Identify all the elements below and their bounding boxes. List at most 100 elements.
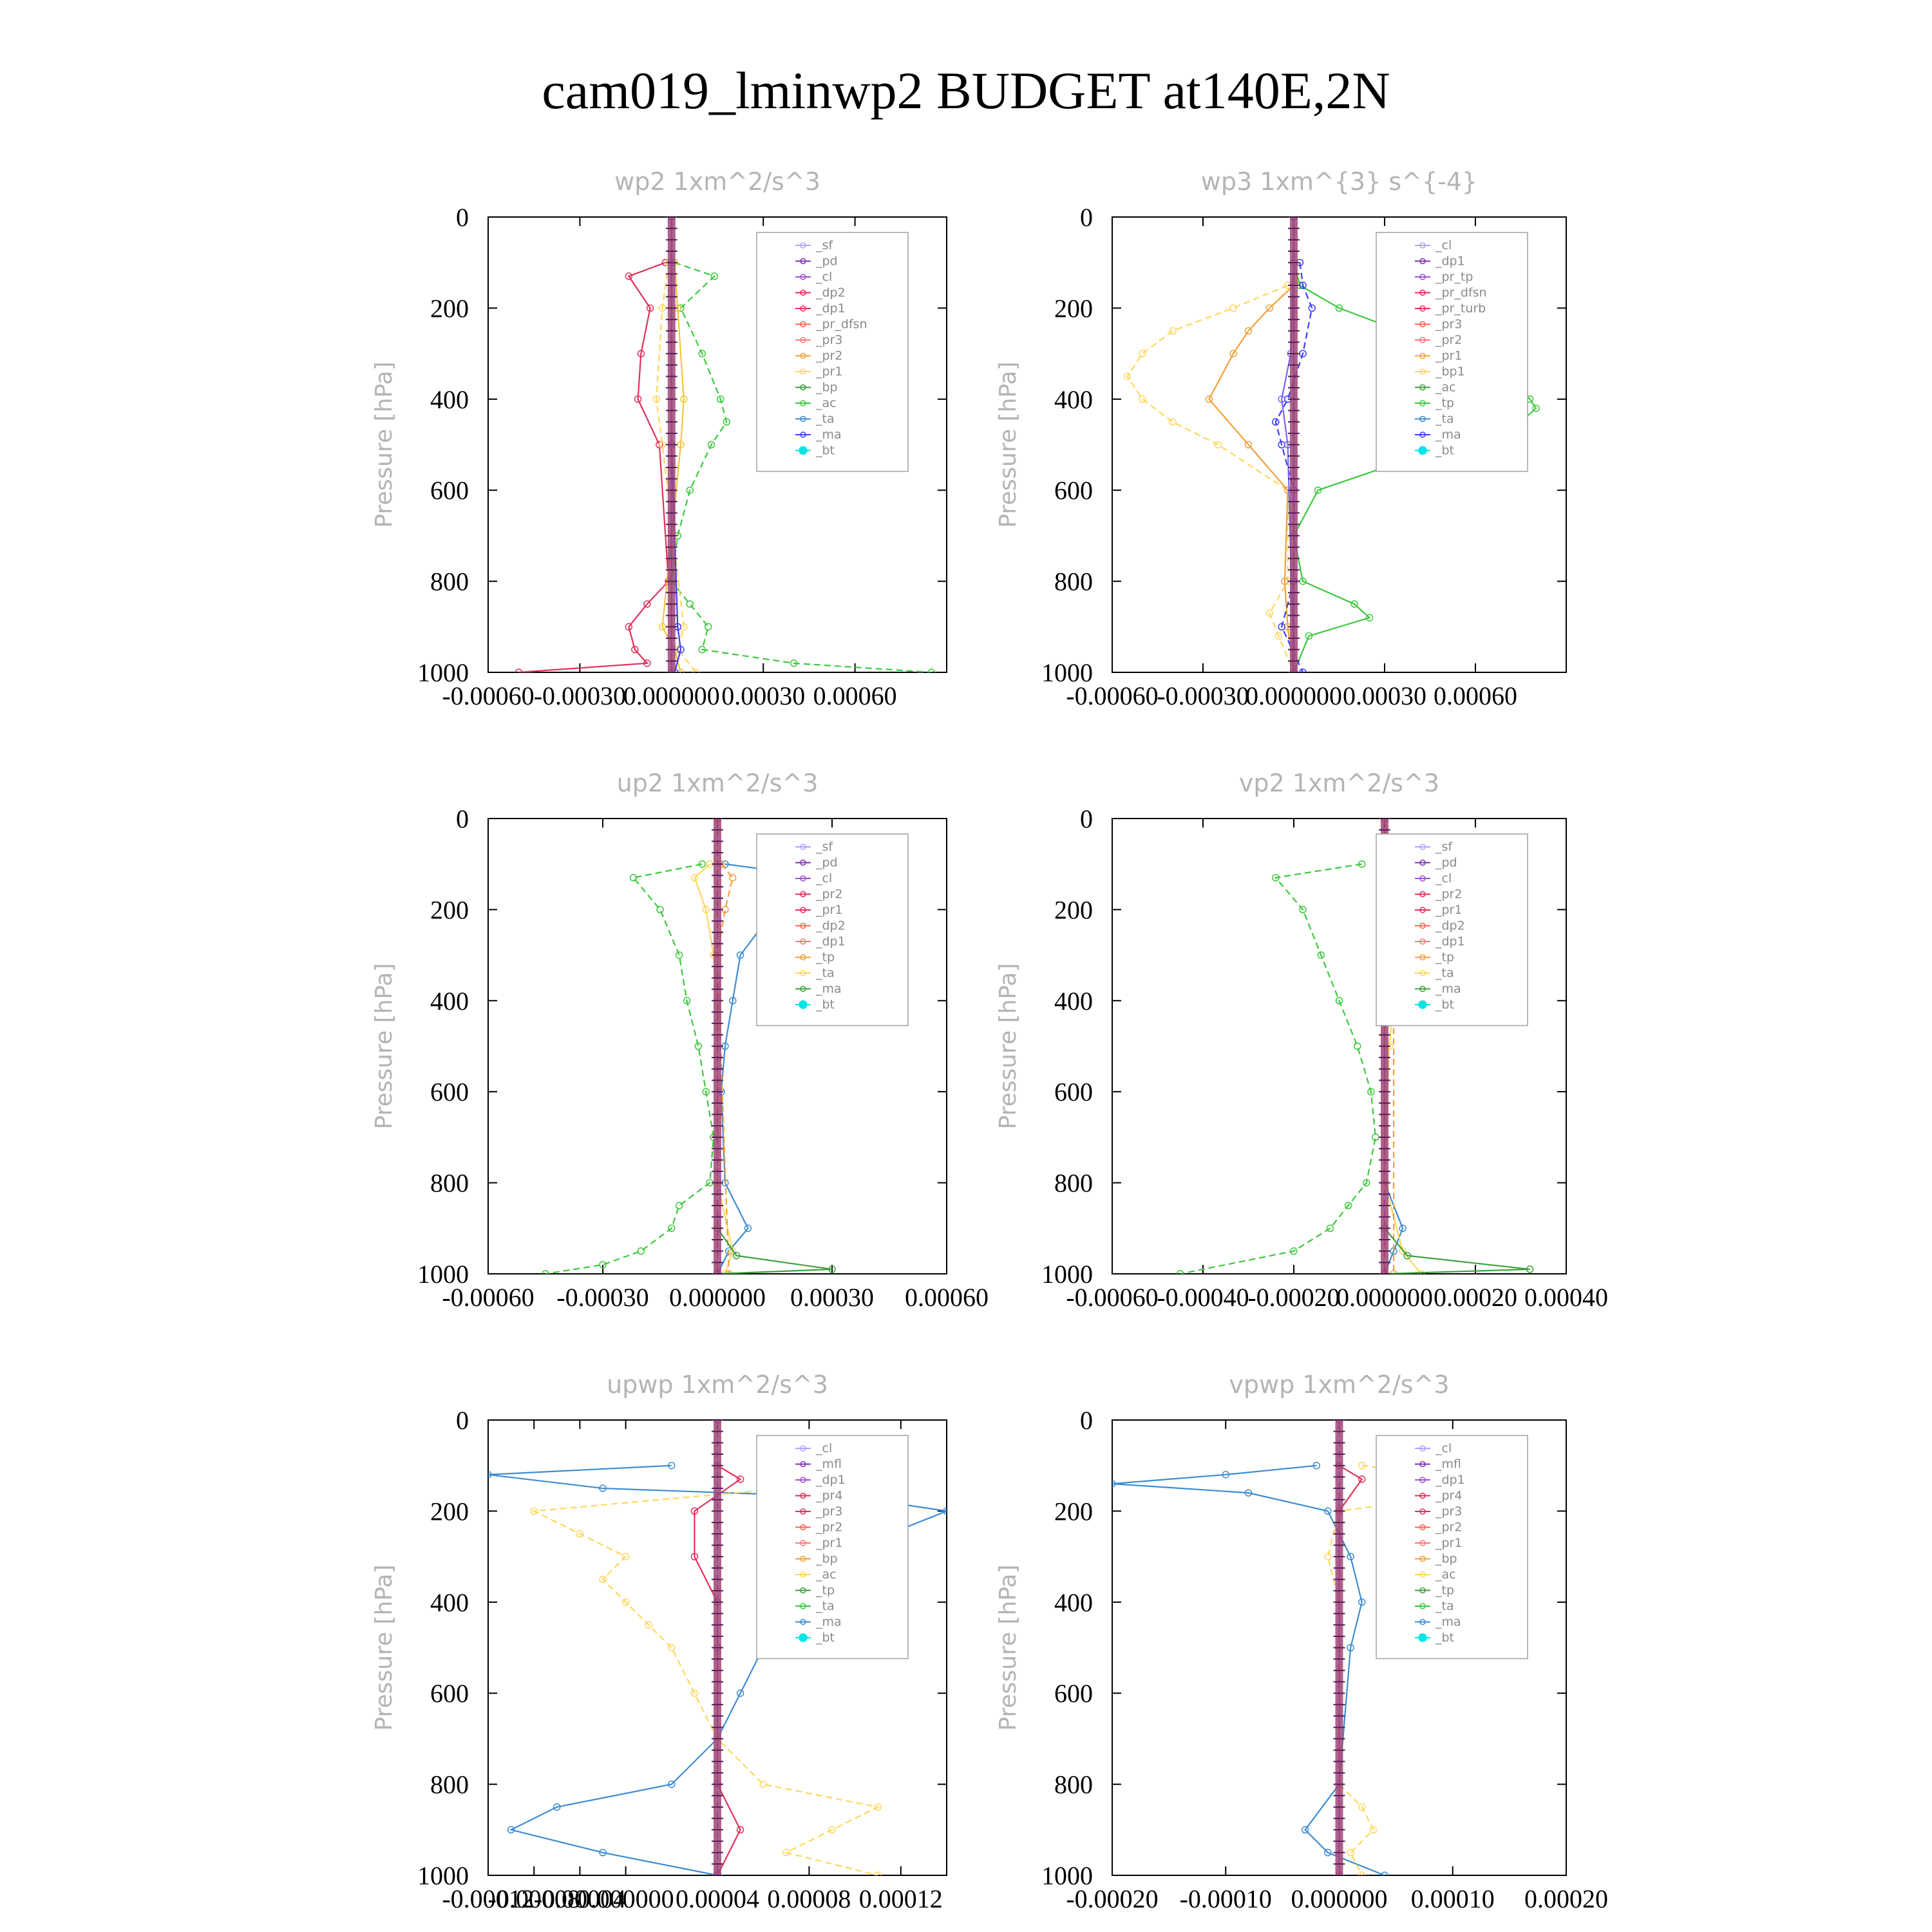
legend-marker <box>1419 1540 1426 1546</box>
x-tick-label: -0.00010 <box>1180 1884 1272 1913</box>
x-tick-label: 0.000000 <box>669 1283 766 1312</box>
legend-marker <box>1419 305 1426 312</box>
y-tick-label: 800 <box>430 1770 469 1799</box>
legend-marker <box>800 274 806 280</box>
data-point <box>652 395 660 403</box>
data-point <box>1324 1848 1332 1857</box>
chart-panel-3: up2 1xm^2/s^3 Pressure [hPa] 0 200 400 600 800… <box>371 769 989 1312</box>
legend-entry: _ma <box>815 428 842 442</box>
data-point <box>690 874 699 882</box>
x-tick-label: 0.00040 <box>1524 1283 1608 1312</box>
x-tick-label: -0.00030 <box>556 1283 649 1312</box>
data-point <box>1335 997 1343 1005</box>
data-point <box>675 1202 683 1209</box>
y-tick-label: 0 <box>1080 203 1093 232</box>
data-point <box>1299 350 1307 357</box>
y-tick-label: 1000 <box>1041 658 1093 687</box>
data-point <box>690 1553 699 1560</box>
legend-entry: _cl <box>815 871 832 886</box>
data-point <box>1139 350 1146 357</box>
legend-entry: _ac <box>1435 1567 1456 1582</box>
legend-marker <box>1419 289 1426 296</box>
data-point <box>646 304 654 312</box>
legend-marker <box>800 891 806 898</box>
y-tick-label: 0 <box>456 203 469 232</box>
data-point <box>705 623 712 631</box>
legend-entry: _dp1 <box>815 301 846 316</box>
y-tick-label: 400 <box>1054 385 1093 414</box>
y-tick-label: 200 <box>430 1497 469 1526</box>
legend-entry: _dp2 <box>815 919 846 933</box>
x-tick-label: 0.000000 <box>1245 681 1342 710</box>
legend-marker <box>800 1555 806 1562</box>
data-point <box>1358 1461 1366 1470</box>
data-point <box>677 645 685 654</box>
data-point <box>1353 1042 1361 1050</box>
data-point <box>658 623 667 631</box>
legend-marker <box>1419 1524 1426 1531</box>
legend-entry: _pr2 <box>1435 887 1462 902</box>
data-point <box>530 1507 538 1515</box>
data-point <box>1532 404 1540 412</box>
data-point <box>1265 609 1274 617</box>
legend-entry: _bt <box>1435 444 1454 458</box>
data-point <box>621 1598 630 1606</box>
data-point <box>1326 1224 1334 1233</box>
data-point <box>702 905 710 914</box>
legend-entry: _dp2 <box>1435 919 1465 933</box>
y-tick-label: 400 <box>1054 1588 1093 1617</box>
legend-marker <box>1419 337 1426 343</box>
data-point <box>694 1042 703 1050</box>
data-point <box>1526 1265 1534 1273</box>
legend-entry: _pr1 <box>815 903 842 917</box>
data-point <box>1299 905 1307 914</box>
legend-entry: _bt <box>1435 998 1454 1012</box>
data-point <box>716 395 724 403</box>
data-point <box>690 1507 699 1515</box>
legend-marker <box>800 258 806 265</box>
data-point <box>728 997 737 1005</box>
data-point <box>1335 304 1343 312</box>
chart-panel-4: vp2 1xm^2/s^3 Pressure [hPa] 0 200 400 600 800… <box>995 769 1608 1312</box>
data-point <box>1358 1475 1366 1483</box>
y-tick-label: 800 <box>1054 1770 1093 1799</box>
data-point <box>1290 1247 1298 1255</box>
legend-marker <box>1419 1461 1426 1468</box>
data-point <box>576 1530 584 1538</box>
data-point <box>599 1484 607 1492</box>
legend-entry: _ta <box>815 1599 835 1613</box>
data-point <box>675 951 683 959</box>
series-line-pr2 <box>1208 285 1295 672</box>
legend-entry: _bt <box>815 444 835 458</box>
legend-marker <box>800 1508 806 1515</box>
data-point <box>1205 395 1213 403</box>
data-point <box>1344 1202 1352 1209</box>
data-point <box>710 272 719 280</box>
series-group <box>1112 1420 1513 1875</box>
legend-entry: _pr_dfsn <box>815 317 867 332</box>
legend-entry: _tp <box>1435 1584 1454 1598</box>
legend-entry: _tp <box>1435 951 1454 965</box>
legend-entry: _ma <box>815 982 842 996</box>
data-point <box>488 1471 492 1479</box>
y-axis-label: Pressure [hPa] <box>371 361 397 527</box>
y-tick-label: 0 <box>1080 804 1093 833</box>
data-point <box>621 1553 630 1560</box>
legend-marker <box>800 875 806 882</box>
series-group <box>1123 217 1540 672</box>
x-tick-label: 0.000000 <box>1336 1283 1433 1312</box>
legend-entry: _pr3 <box>815 333 842 347</box>
data-point <box>759 1780 767 1788</box>
data-point <box>1367 1088 1375 1095</box>
legend-entry: _ta <box>1435 412 1454 426</box>
data-point <box>1347 1848 1354 1857</box>
legend-entry: _pr1 <box>1435 1536 1462 1550</box>
series-line-dp1 <box>1180 863 1377 1274</box>
legend-marker <box>800 954 806 961</box>
legend-entry: _ac <box>815 1567 837 1582</box>
legend-marker <box>1419 321 1426 328</box>
y-tick-label: 200 <box>430 294 469 323</box>
x-tick-label: 0.00060 <box>1434 681 1517 710</box>
data-point <box>658 440 667 449</box>
